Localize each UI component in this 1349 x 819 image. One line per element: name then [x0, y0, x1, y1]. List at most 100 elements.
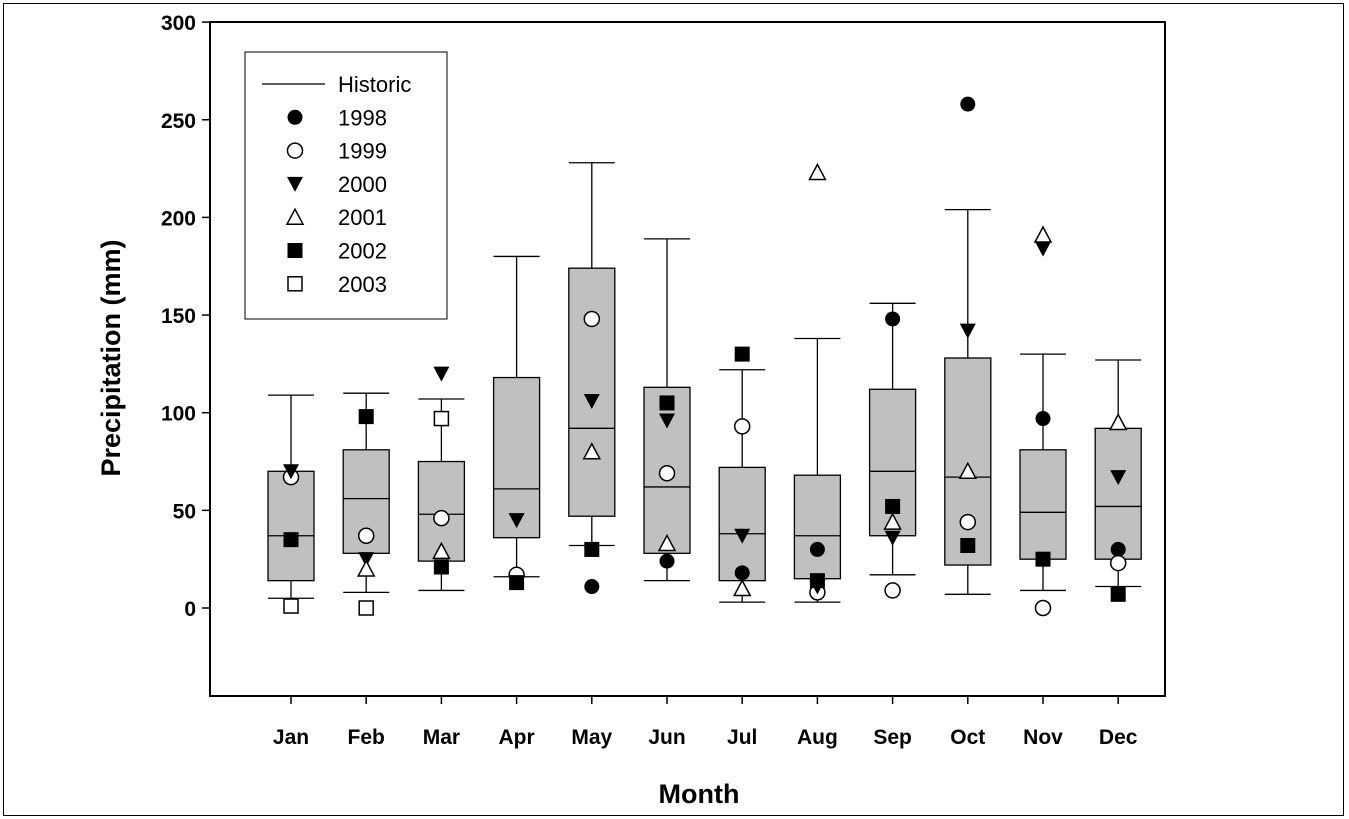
- point-2001-sep: [883, 512, 902, 530]
- x-tick-label: May: [571, 726, 612, 749]
- legend: Historic 1998 1999 2000 2001 2002 2003: [244, 51, 448, 320]
- x-tick-label: Feb: [348, 726, 385, 749]
- point-2000-sep: [884, 530, 901, 546]
- point-1999-feb: [357, 527, 375, 544]
- point-2003-jan: [283, 598, 299, 614]
- point-2000-dec: [1110, 470, 1127, 486]
- point-1999-jul: [733, 418, 751, 435]
- point-2000-may: [583, 393, 600, 409]
- legend-label-2001: 2001: [338, 205, 387, 230]
- box-body: [1094, 427, 1142, 560]
- point-2001-aug: [808, 162, 827, 181]
- box-may: [568, 162, 616, 547]
- point-2001-feb: [356, 559, 376, 577]
- y-tick-label: 0: [184, 598, 196, 621]
- legend-marker-2000: [287, 176, 303, 192]
- point-1998-jul: [734, 565, 750, 581]
- box-body: [718, 466, 766, 582]
- y-tick-label: 300: [161, 12, 196, 35]
- box-body: [492, 376, 541, 539]
- point-2000-nov: [1035, 241, 1051, 257]
- point-1999-oct: [959, 513, 977, 531]
- point-1999-jun: [658, 464, 676, 482]
- legend-marker-2001: [285, 207, 305, 225]
- point-2001-mar: [432, 541, 451, 560]
- legend-label-2000: 2000: [338, 172, 387, 197]
- box-body: [267, 470, 315, 582]
- y-tick-label: 50: [173, 500, 196, 523]
- point-1999-mar: [433, 509, 450, 527]
- point-2002-nov: [1035, 551, 1051, 567]
- box-jan: [267, 394, 315, 599]
- point-2002-mar: [433, 559, 449, 575]
- y-tick-label: 100: [161, 403, 196, 426]
- point-2002-apr: [509, 575, 525, 591]
- point-2001-may: [582, 442, 602, 460]
- point-2001-nov: [1033, 225, 1053, 243]
- box-body: [944, 357, 992, 566]
- axes-layer: 0 50 100 150 200 250 300 Jan Feb Mar Apr May Jun Jul A…: [161, 12, 1166, 749]
- point-2002-sep: [885, 498, 901, 514]
- y-tick-label: 250: [161, 110, 196, 133]
- point-2000-mar: [433, 366, 450, 382]
- point-2001-jun: [657, 533, 677, 552]
- point-2002-jun: [659, 395, 675, 411]
- point-1999-sep: [884, 582, 901, 599]
- box-apr: [492, 255, 541, 578]
- box-nov: [1019, 353, 1067, 592]
- x-axis-title: Month: [659, 779, 740, 809]
- box-jul: [718, 369, 766, 603]
- legend-label-historic: Historic: [338, 72, 411, 97]
- plot-border: [209, 21, 1166, 697]
- point-2000-jul: [734, 528, 751, 544]
- point-2000-jun: [659, 413, 675, 429]
- x-tick-label: Jul: [727, 726, 757, 749]
- point-1998-aug: [809, 541, 825, 557]
- point-2002-feb: [358, 409, 374, 425]
- point-1998-jun: [659, 553, 675, 569]
- x-tick-label: Sep: [873, 726, 912, 749]
- point-2003-mar: [433, 410, 450, 427]
- point-1998-sep: [885, 311, 901, 327]
- point-1998-dec: [1110, 541, 1126, 557]
- x-tick-label: Nov: [1023, 726, 1063, 749]
- point-2002-oct: [960, 538, 976, 554]
- x-tick-label: Apr: [499, 726, 535, 749]
- legend-marker-1998: [287, 109, 303, 125]
- point-2003-feb: [358, 600, 374, 616]
- box-body: [793, 474, 842, 580]
- x-tick-label: Mar: [423, 726, 460, 749]
- point-2002-jan: [283, 532, 299, 548]
- point-2001-jul: [732, 578, 752, 597]
- point-2002-jul: [734, 346, 750, 362]
- point-2001-dec: [1108, 412, 1128, 431]
- legend-label-2003: 2003: [338, 272, 387, 297]
- point-2000-apr: [508, 513, 525, 529]
- x-tick-label: Oct: [950, 726, 985, 749]
- y-axis-title: Precipitation (mm): [96, 239, 126, 476]
- x-tick-label: Dec: [1099, 726, 1138, 749]
- point-2000-oct: [959, 323, 976, 339]
- point-1998-oct: [960, 96, 976, 112]
- point-2002-dec: [1110, 586, 1126, 602]
- point-2002-aug: [809, 573, 825, 589]
- point-2000-jan: [283, 464, 299, 480]
- box-body: [1019, 449, 1067, 560]
- box-body: [568, 267, 616, 517]
- box-aug: [793, 337, 842, 603]
- box-oct: [944, 208, 992, 595]
- boxes-layer: [267, 162, 1142, 603]
- legend-marker-2003: [287, 276, 303, 292]
- legend-marker-2002: [287, 243, 303, 258]
- y-tick-label: 150: [161, 305, 196, 328]
- x-tick-label: Aug: [797, 726, 838, 749]
- point-2002-may: [584, 541, 600, 557]
- y-tick-label: 200: [161, 207, 196, 230]
- legend-label-1998: 1998: [338, 105, 387, 130]
- box-dec: [1094, 359, 1142, 588]
- points-layer: [282, 96, 1128, 617]
- point-1999-dec: [1109, 554, 1127, 572]
- point-1998-nov: [1035, 411, 1051, 427]
- point-2001-oct: [958, 461, 978, 480]
